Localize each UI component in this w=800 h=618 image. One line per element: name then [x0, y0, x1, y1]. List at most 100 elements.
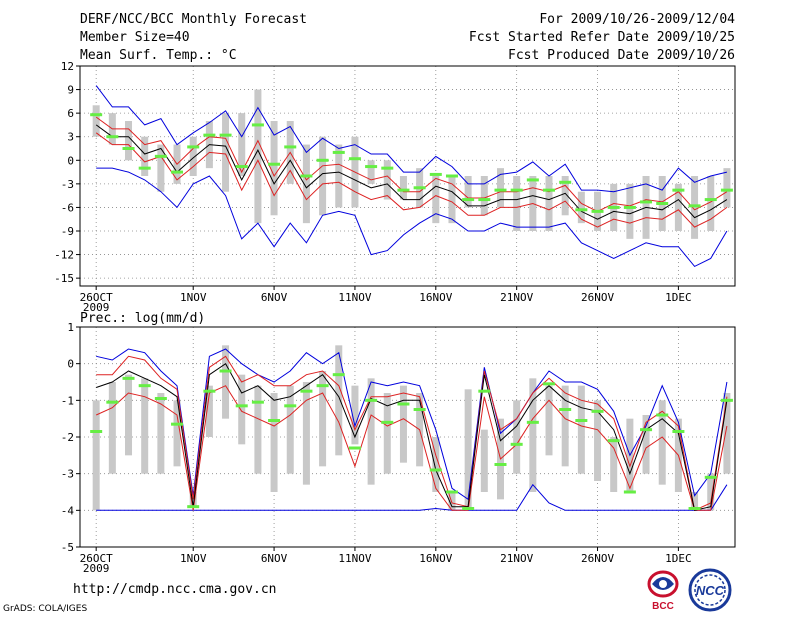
spread-bar	[189, 136, 197, 176]
y-tick-label: -15	[54, 272, 74, 285]
spread-bar	[707, 176, 715, 231]
y-tick-label: -3	[61, 178, 74, 191]
median-marker	[187, 505, 200, 509]
spread-bar	[125, 374, 133, 456]
series-line-mean-plus-sd	[96, 355, 728, 512]
series-line-mean-minus-sd	[95, 132, 728, 228]
spread-bar	[351, 385, 359, 445]
series-line-ensemble-mean	[95, 124, 728, 220]
chart-panel-2: 1 0 -1 -2 -3 -4 -5 26OCT 1NOV 6NOV 11NOV 16NOV 21NOV…	[61, 321, 736, 575]
median-marker	[203, 389, 216, 393]
median-marker	[510, 442, 523, 446]
median-marker	[591, 409, 604, 413]
spread-bar	[513, 400, 521, 474]
median-marker	[672, 430, 685, 433]
source-url[interactable]: http://cmdp.ncc.cma.gov.cn	[73, 582, 277, 597]
median-marker	[397, 188, 410, 192]
median-marker	[445, 174, 458, 178]
median-marker	[720, 188, 733, 192]
median-marker	[640, 428, 653, 432]
median-marker	[445, 490, 458, 494]
x-year-label: 2009	[83, 301, 110, 314]
bcc-logo: BCC	[647, 570, 679, 612]
y-tick-label: 12	[61, 60, 74, 73]
median-marker	[559, 180, 572, 184]
spread-bar	[480, 176, 488, 216]
spread-bar	[383, 393, 391, 474]
spread-bar	[222, 345, 230, 419]
spread-bar	[723, 393, 731, 474]
spread-bar	[626, 183, 634, 239]
spread-bar	[496, 168, 504, 208]
forecast-produced-date: Fcst Produced Date 2009/10/26	[508, 48, 735, 63]
spread-bar	[383, 160, 391, 200]
chart-title: DERF/NCC/BCC Monthly Forecast	[80, 12, 307, 27]
median-marker	[656, 202, 669, 205]
spread-bar	[577, 191, 585, 224]
median-marker	[316, 384, 329, 388]
spread-bar	[286, 385, 294, 474]
median-marker	[365, 398, 378, 402]
median-marker	[688, 204, 701, 208]
series-line-ensemble-min	[96, 167, 728, 268]
spread-bar	[92, 400, 100, 511]
median-marker	[591, 209, 604, 213]
spread-bar	[205, 385, 213, 437]
x-tick-label: 26NOV	[581, 291, 614, 304]
x-tick-label: 21NOV	[500, 291, 533, 304]
x-tick-label: 1DEC	[665, 291, 692, 304]
spread-bar	[610, 437, 618, 492]
median-marker	[478, 198, 491, 202]
spread-bar	[432, 437, 440, 492]
series-line-ensemble-min	[96, 483, 728, 511]
median-marker	[90, 430, 103, 433]
x-tick-label: 11NOV	[338, 552, 371, 565]
median-marker	[251, 123, 264, 127]
median-marker	[543, 188, 556, 192]
spread-bar	[642, 415, 650, 474]
median-marker	[543, 382, 556, 386]
spread-bar	[691, 176, 699, 239]
median-marker	[494, 463, 507, 466]
median-marker	[429, 468, 442, 472]
series-line-ensemble-max	[96, 348, 728, 501]
y-tick-label: 9	[67, 84, 74, 97]
y-tick-label: -5	[61, 541, 74, 554]
spread-bar	[335, 144, 343, 208]
spread-bar	[222, 113, 230, 192]
x-tick-label: 1NOV	[180, 291, 207, 304]
median-marker	[656, 413, 669, 417]
spread-bar	[270, 121, 278, 216]
median-marker	[122, 376, 135, 380]
spread-bar	[319, 136, 327, 216]
spread-bar	[335, 345, 343, 456]
median-marker	[672, 188, 685, 192]
median-marker	[478, 389, 491, 393]
median-marker	[154, 397, 167, 400]
spread-bar	[254, 385, 262, 474]
median-marker	[138, 166, 151, 170]
median-marker	[381, 420, 394, 424]
median-marker	[623, 490, 636, 494]
spread-bar	[302, 144, 310, 224]
x-tick-label: 26NOV	[581, 552, 614, 565]
median-marker	[720, 398, 733, 402]
y-tick-label: 0	[67, 358, 74, 371]
spread-bar	[141, 136, 149, 176]
median-marker	[154, 154, 167, 158]
spread-bar	[561, 176, 569, 216]
spread-bar	[464, 389, 472, 511]
median-marker	[381, 166, 394, 170]
x-tick-label: 1DEC	[665, 552, 692, 565]
y-tick-label: -2	[61, 431, 74, 444]
spread-bar	[399, 176, 407, 200]
median-marker	[526, 178, 539, 182]
median-marker	[300, 174, 313, 178]
median-marker	[332, 373, 345, 377]
median-marker	[284, 145, 297, 149]
y-tick-label: 3	[67, 131, 74, 144]
spread-bar	[238, 113, 246, 176]
spread-bar	[448, 492, 456, 511]
median-marker	[316, 158, 329, 162]
median-marker	[607, 205, 620, 209]
